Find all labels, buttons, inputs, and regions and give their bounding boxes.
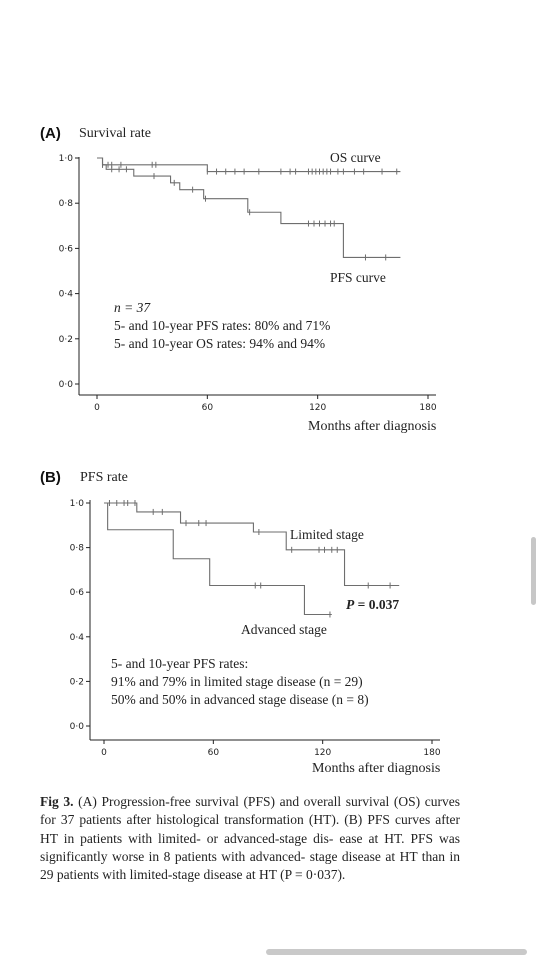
caption-line-1: (A) Progression-free survival (PFS) and … [78,794,421,809]
panel-a-annotation-n: n = 37 [114,300,151,315]
caption-line-4: ease at HT. PFS was significantly worse … [40,830,460,864]
panel-a-curves [97,157,401,261]
panel-a-annotation-pfs: 5- and 10-year PFS rates: 80% and 71% [114,318,330,333]
panel-b-x-tick-label: 180 [423,748,440,758]
caption-line-3: PFS curves after HT in patients with lim… [40,812,461,846]
panel-b-pfs-chart: (B) PFS rate 1·0 0·8 0·6 0·4 0·2 0·0 0 60 120 180… [40,469,441,776]
panel-b-y-tick-label: 1·0 [70,499,85,509]
p-value-letter: P [346,597,355,612]
panel-a-y-tick-label: 0·6 [59,244,74,254]
panel-a-annotation-os: 5- and 10-year OS rates: 94% and 94% [114,336,325,351]
panel-b-x-tick-label: 60 [208,748,220,758]
panel-b-title: PFS rate [80,470,128,485]
p-value-rest: = 0.037 [354,597,399,612]
panel-a-title: Survival rate [79,126,151,141]
panel-b-y-tick-label: 0·4 [70,633,85,643]
pfs-curve-line [97,157,401,258]
os-curve-label: OS curve [330,150,381,165]
panel-b-annotation-heading: 5- and 10-year PFS rates: [111,656,248,671]
panel-b-y-tick-label: 0·2 [70,677,84,687]
panel-b-annotation-limited: 91% and 79% in limited stage disease (n … [111,674,363,689]
panel-a-y-tick-label: 1·0 [59,154,74,164]
limited-stage-label: Limited stage [290,527,364,542]
panel-b-x-label: Months after diagnosis [312,761,440,776]
horizontal-scrollbar[interactable] [266,949,527,955]
panel-b-y-tick-label: 0·8 [70,544,85,554]
caption-line-5: stage disease at HT than in 29 patients … [40,848,460,883]
advanced-stage-label: Advanced stage [241,622,327,637]
limited-stage-line [104,502,400,587]
pfs-curve-label: PFS curve [330,270,386,285]
advanced-stage-line [104,502,332,616]
caption-fig-label: Fig 3. [40,794,74,809]
panel-b-y-tick-label: 0·0 [70,722,85,732]
panel-a-x-tick-label: 60 [202,403,214,413]
panel-b-label: (B) [40,469,61,486]
panel-a-y-tick-label: 0·2 [59,335,73,345]
panel-a-ticks: 1·0 0·8 0·6 0·4 0·2 0·0 0 60 120 180 [59,154,437,413]
panel-a-survival-chart: (A) Survival rate 1·00·80·60·40·20·00 60 1… [40,125,437,434]
panel-b-x-tick-label: 120 [314,748,331,758]
panel-a-x-label: Months after diagnosis [308,419,436,434]
panel-a-y-tick-label: 0·4 [59,290,74,300]
panel-a-label: (A) [40,125,61,142]
figure-caption: Fig 3. (A) Progression-free survival (PF… [40,793,460,884]
caption-line-2: curves for 37 patients after histologica… [40,794,461,828]
panel-b-ticks: 1·0 0·8 0·6 0·4 0·2 0·0 0 60 120 180 [70,499,441,758]
panel-b-annotation-advanced: 50% and 50% in advanced stage disease (n… [111,692,369,707]
p-value-label: P = 0.037 [346,597,399,612]
panel-b-curves [104,500,400,618]
panel-a-y-tick-label: 0·0 [59,380,74,390]
caption-line-6: HT (P = 0·037). [258,867,346,883]
panel-b-y-tick-label: 0·6 [70,588,85,598]
panel-a-x-tick-label: 0 [94,403,100,413]
panel-a-x-tick-label: 180 [419,403,436,413]
panel-b-x-tick-label: 0 [101,748,107,758]
panel-a-y-tick-label: 0·8 [59,199,74,209]
vertical-scrollbar[interactable] [531,537,536,605]
panel-a-x-tick-label: 120 [309,403,326,413]
